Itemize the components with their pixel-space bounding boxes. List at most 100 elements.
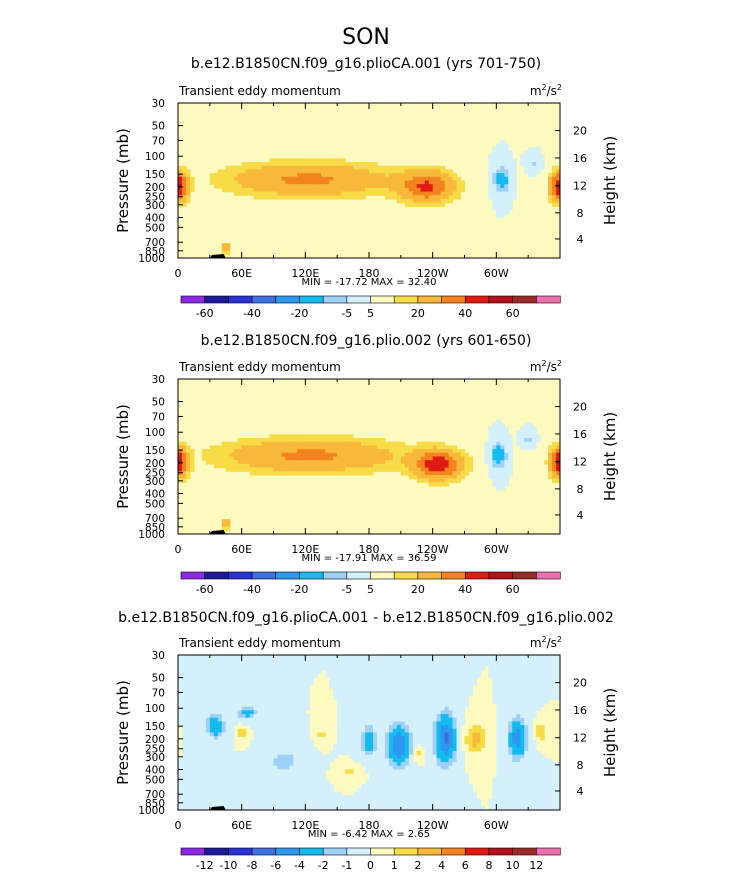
contour-cell [365,669,370,675]
contour-cell [432,202,438,207]
contour-cell [508,728,513,734]
contour-cell [436,699,442,704]
contour-cell [281,695,287,700]
contour-cell [512,169,517,174]
contour-cell [516,438,521,443]
contour-cell [556,658,560,663]
contour-cell [337,699,342,704]
contour-cell [428,202,434,207]
contour-cell [333,162,338,167]
contour-cell [492,147,497,152]
contour-cell [221,250,227,255]
contour-cell [273,739,279,745]
contour-cell [452,666,458,671]
colorbar-label: 40 [458,307,472,320]
contour-cell [424,762,430,767]
contour-cell [289,434,294,439]
contour-cell [345,677,350,682]
contour-cell [217,710,223,715]
contour-cell [221,243,227,248]
contour-cell [556,460,560,465]
contour-cell [289,184,294,189]
contour-cell [178,449,183,454]
contour-cell [412,699,418,704]
contour-cell [508,441,513,447]
contour-cell [504,721,509,726]
contour-cell [233,677,239,682]
contour-cell [404,728,410,734]
contour-cell [305,773,310,778]
contour-cell [185,467,191,472]
contour-cell [249,787,255,793]
contour-cell [448,769,454,774]
contour-cell [516,666,521,671]
contour-cell [341,173,346,178]
contour-cell [221,721,227,726]
contour-cell [540,784,545,789]
contour-cell [369,791,374,796]
colorbar-box [393,571,419,580]
contour-cell [297,714,302,719]
contour-cell [512,769,517,774]
contour-cell [285,695,291,700]
contour-cell [361,165,366,171]
contour-cell [181,717,187,723]
contour-cell [225,747,231,752]
units-label: m2/s2 [530,83,562,98]
contour-cell [178,673,183,678]
contour-cell [452,449,458,454]
contour-cell [508,732,513,737]
contour-cell [357,467,362,472]
contour-cell [301,180,306,185]
contour-cell [452,463,458,469]
contour-cell [289,158,294,163]
contour-cell [460,658,466,663]
contour-cell [349,438,354,443]
contour-cell [552,762,557,767]
contour-cell [428,658,434,663]
contour-cell [249,739,255,745]
contour-cell [472,747,478,752]
contour-cell [225,691,231,697]
contour-cell [341,714,346,719]
contour-cell [269,780,275,785]
contour-cell [297,706,302,711]
contour-cell [301,732,306,737]
contour-cell [253,769,259,774]
contour-cell [524,673,529,678]
contour-cell [201,762,207,767]
contour-cell [384,445,390,450]
contour-cell [297,438,302,443]
contour-cell [181,728,187,734]
contour-cell [265,732,271,737]
contour-cell [516,677,521,682]
contour-cell [540,728,545,734]
contour-cell [189,750,195,756]
contour-cell [193,787,199,793]
contour-cell [380,445,386,450]
contour-cell [349,684,354,689]
contour-cell [396,776,402,782]
contour-cell [349,743,354,748]
contour-cell [225,243,231,248]
contour-cell [189,717,195,723]
contour-cell [261,743,267,748]
contour-cell [201,449,207,454]
contour-cell [556,773,560,778]
contour-cell [261,441,267,447]
contour-cell [277,780,283,785]
contour-cell [205,710,211,715]
contour-cell [528,710,533,715]
contour-cell [492,655,497,660]
contour-cell [197,658,203,663]
contour-cell [444,773,450,778]
contour-cell [552,677,557,682]
contour-cell [213,449,219,454]
contour-cell [492,173,497,178]
contour-cell [193,673,199,678]
contour-cell [229,449,235,454]
contour-cell [492,662,497,667]
contour-cell [448,750,454,756]
contour-cell [552,695,557,700]
contour-cell [205,699,211,704]
